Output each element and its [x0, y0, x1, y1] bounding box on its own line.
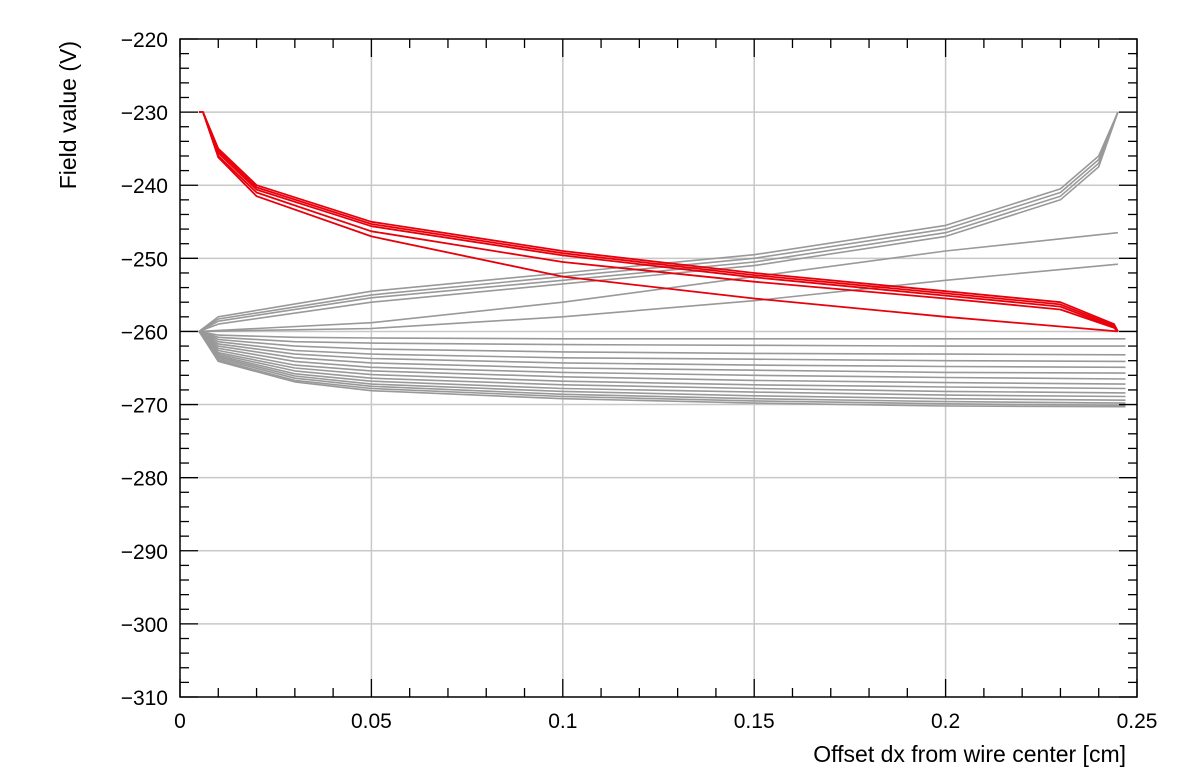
- x-tick-label: 0.15: [734, 710, 775, 733]
- x-tick-label: 0.1: [548, 710, 577, 733]
- y-tick-label: −270: [121, 395, 168, 418]
- axes-frame: [179, 38, 1138, 698]
- x-tick-label: 0: [174, 710, 186, 733]
- series-line-background: [199, 263, 1118, 333]
- x-tick-labels: 0 0.05 0.1 0.15 0.2 0.25: [174, 710, 1157, 733]
- x-tick-label: 0.05: [351, 710, 392, 733]
- series-line-background: [198, 330, 1126, 374]
- y-axis-title: Field value (V): [55, 41, 81, 189]
- y-tick-label: −280: [121, 468, 168, 491]
- series-line-background: [198, 330, 1126, 369]
- series-line-background: [198, 111, 1119, 333]
- series-line-background: [198, 330, 1126, 356]
- y-tick-label: −240: [121, 175, 168, 198]
- series-line-background: [198, 330, 1126, 385]
- y-tick-label: −290: [121, 541, 168, 564]
- x-tick-label: 0.25: [1117, 710, 1158, 733]
- series-line-background: [198, 111, 1119, 333]
- axis-ticks: [179, 38, 1138, 698]
- series-line-background: [198, 330, 1126, 394]
- series-line-background: [198, 330, 1126, 407]
- y-tick-label: −220: [121, 29, 168, 52]
- series-line-background: [198, 111, 1119, 333]
- x-tick-label: 0.2: [931, 710, 960, 733]
- series-line-highlight: [199, 111, 1118, 333]
- y-tick-label: −310: [121, 687, 168, 710]
- x-axis-title: Offset dx from wire center [cm]: [813, 741, 1126, 767]
- series-line-background: [198, 330, 1126, 401]
- y-tick-label: −250: [121, 248, 168, 271]
- series-group: [198, 111, 1126, 408]
- y-tick-label: −260: [121, 321, 168, 344]
- series-line-background: [198, 330, 1126, 363]
- series-line-background: [199, 231, 1118, 333]
- series-line-background: [198, 330, 1126, 390]
- series-line-background: [198, 330, 1126, 408]
- series-line-background: [198, 330, 1126, 340]
- series-line-background: [198, 111, 1119, 333]
- series-line-background: [198, 330, 1126, 404]
- plot-frame: [179, 38, 1138, 698]
- y-tick-label: −300: [121, 614, 168, 637]
- series-line-background: [198, 330, 1126, 398]
- y-tick-label: −230: [121, 102, 168, 125]
- series-line-background: [198, 330, 1126, 347]
- y-tick-labels: −310 −300 −290 −280 −270 −260 −250 −240 −230 −220: [121, 29, 168, 710]
- series-line-background: [198, 330, 1126, 380]
